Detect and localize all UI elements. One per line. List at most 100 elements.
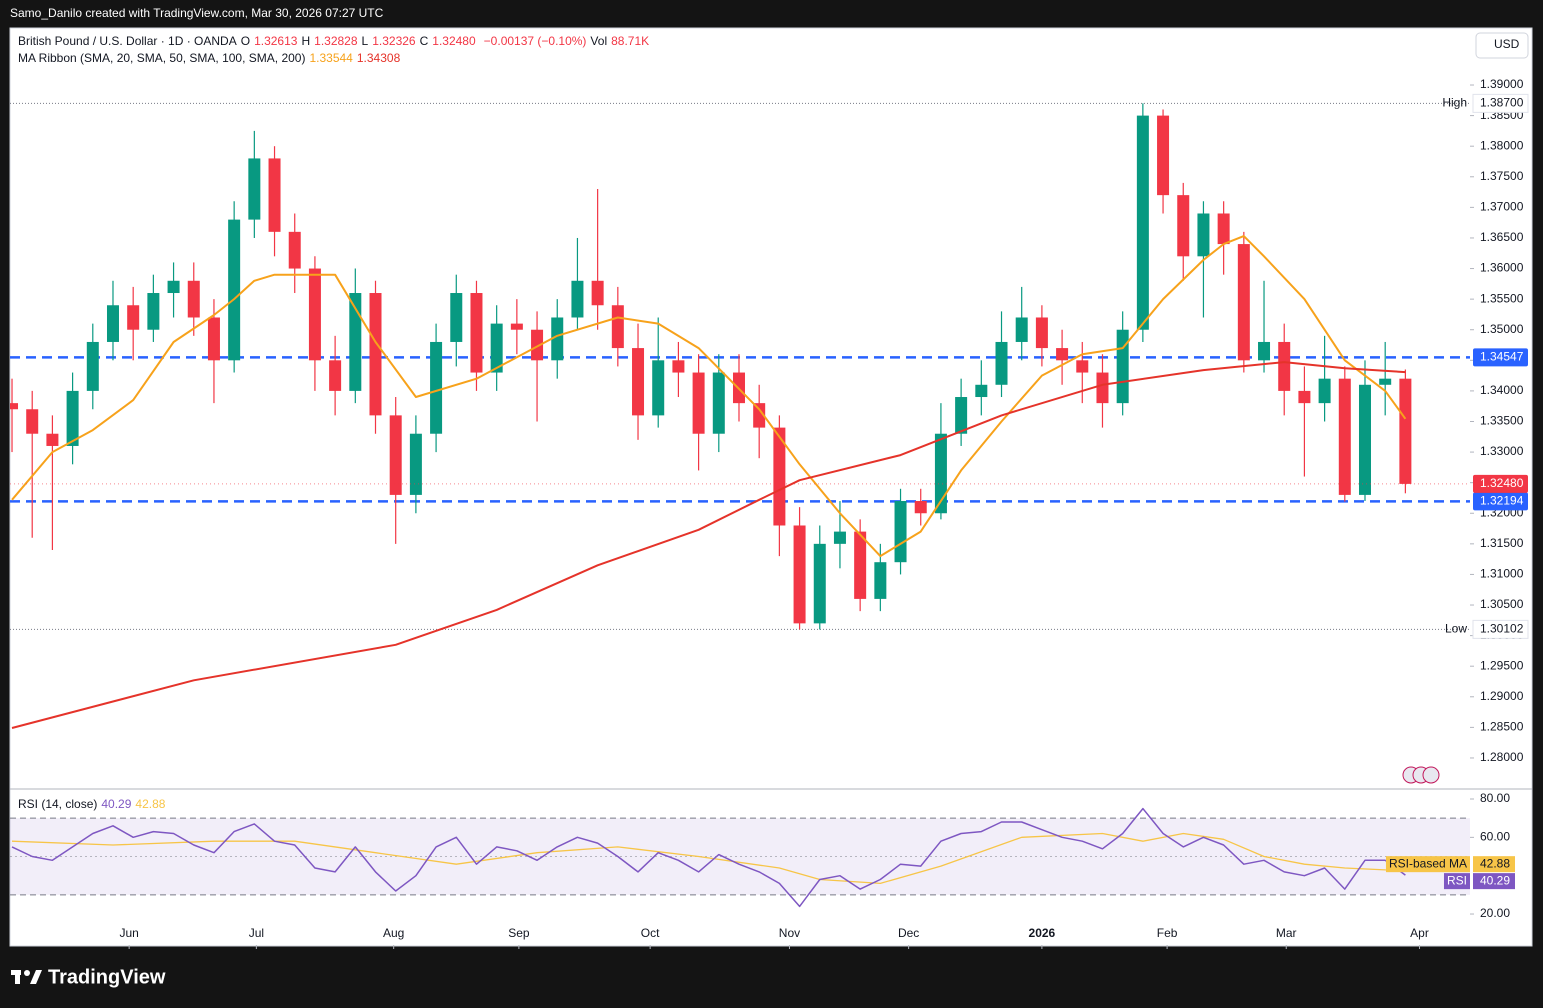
candle-body [1338, 378, 1351, 495]
x-tick-label: Aug [383, 926, 404, 940]
legend-key: C [419, 34, 429, 48]
candle-body [632, 348, 645, 416]
ohlc: O 1.32613 H 1.32828 L 1.32326 C 1.32480 −0.00137… [241, 34, 653, 48]
candle-body [975, 384, 988, 398]
legend-key: Vol [590, 34, 608, 48]
candle-body [672, 360, 685, 373]
y-tick-label: 1.35000 [1480, 322, 1524, 336]
candle-body [1076, 360, 1089, 373]
candle-body [833, 531, 846, 544]
badge-value: 42.88 [1480, 856, 1510, 870]
extreme-label: 1.38700 [1480, 96, 1524, 110]
candle-body [934, 433, 947, 514]
y-tick-label: 1.38000 [1480, 138, 1524, 152]
candle-body [329, 360, 342, 391]
y-tick-label: 1.35500 [1480, 291, 1524, 305]
currency-button[interactable] [1475, 32, 1529, 59]
candle-body [1278, 341, 1291, 391]
x-tick-label: Jun [119, 926, 138, 940]
candle-body [308, 268, 321, 361]
candle-body [1237, 244, 1250, 361]
y-tick-label: 1.33500 [1480, 414, 1524, 428]
y-tick-label: 1.30500 [1480, 597, 1524, 611]
y-tick-label: 20.00 [1480, 906, 1510, 920]
level-label: 1.32194 [1480, 494, 1524, 508]
candle-body [692, 372, 705, 434]
badge-name-bg [1385, 856, 1470, 873]
candle-body [1116, 329, 1129, 404]
candle-body [106, 305, 119, 342]
level-badge [1473, 348, 1528, 367]
y-tick-label: 1.28000 [1480, 750, 1524, 764]
x-tick-label: Apr [1410, 926, 1429, 940]
price-legend: British Pound / U.S. Dollar · 1D · OANDA… [18, 34, 657, 48]
candle-body [531, 329, 544, 361]
y-tick-label: 1.37500 [1480, 169, 1524, 183]
candle-body [1197, 213, 1210, 257]
rsi-title: RSI (14, close) [18, 797, 98, 811]
rsi-line [11, 832, 1406, 885]
extreme-label: 1.30102 [1480, 622, 1524, 636]
candle-body [793, 525, 806, 624]
candle-body [127, 305, 140, 330]
candle-body [995, 341, 1008, 385]
badge-name: RSI [1447, 873, 1467, 887]
brand-logo [11, 970, 42, 984]
x-tick-label: Jul [249, 926, 264, 940]
candle-body [571, 280, 584, 318]
rsi-values: 40.29 42.88 [101, 797, 169, 811]
legend-value: 1.32480 [432, 34, 476, 48]
candle-body [591, 280, 604, 306]
badge-value-bg [1473, 873, 1515, 890]
y-tick-label: 1.37000 [1480, 200, 1524, 214]
candle-body [813, 543, 826, 624]
candle-body [1298, 390, 1311, 404]
y-tick-label: 60.00 [1480, 830, 1510, 844]
extreme-name: Low [1445, 622, 1467, 636]
flags-icon [1402, 766, 1440, 784]
level-label: 1.34547 [1480, 350, 1524, 364]
candle-body [874, 562, 887, 599]
ma-legend: MA Ribbon (SMA, 20, SMA, 50, SMA, 100, S… [18, 51, 408, 65]
y-tick-label: 1.36000 [1480, 261, 1524, 275]
extreme-name: High [1442, 96, 1467, 110]
extreme-badge [1472, 93, 1529, 113]
x-tick-label: 2026 [1029, 926, 1056, 940]
candle-body [611, 305, 624, 349]
indicator-title: MA Ribbon (SMA, 20, SMA, 50, SMA, 100, S… [18, 51, 306, 65]
candle-body [1399, 378, 1412, 484]
candle-body [490, 323, 503, 373]
chart-frame [9, 27, 1533, 947]
candle-body [470, 293, 483, 373]
candle-body [510, 323, 523, 330]
price-pane [10, 102, 1470, 729]
ma-value: 1.34308 [356, 51, 401, 65]
candle-body [86, 341, 99, 391]
y-tick-label: 1.29500 [1480, 658, 1524, 672]
candle-body [1318, 378, 1331, 404]
candle-body [1358, 384, 1371, 495]
moving-average [11, 235, 1407, 558]
legend-value: −0.00137 (−0.10%) [483, 34, 587, 48]
y-tick-label: 80.00 [1480, 791, 1510, 805]
candle-body [955, 397, 968, 434]
x-tick-label: Sep [508, 926, 530, 940]
legend-key: L [361, 34, 369, 48]
candle-body [551, 317, 564, 361]
rsi-line [11, 807, 1406, 908]
ma-values: 1.33544 1.34308 [309, 51, 404, 65]
x-tick-label: Feb [1157, 926, 1178, 940]
y-tick-label: 1.33000 [1480, 444, 1524, 458]
axes: 1.280001.285001.290001.295001.300001.305… [119, 77, 1529, 949]
rsi-value: 40.29 [101, 797, 132, 811]
candle-body [1379, 378, 1392, 385]
candle-body [369, 293, 382, 416]
last-price-label: 1.32480 [1480, 476, 1524, 490]
candle-body [1177, 195, 1190, 257]
candle-body [1096, 372, 1109, 404]
candle-body [167, 280, 180, 294]
candle-body [1136, 115, 1149, 330]
y-tick-label: 1.39000 [1480, 77, 1524, 91]
candle-body [773, 427, 786, 526]
